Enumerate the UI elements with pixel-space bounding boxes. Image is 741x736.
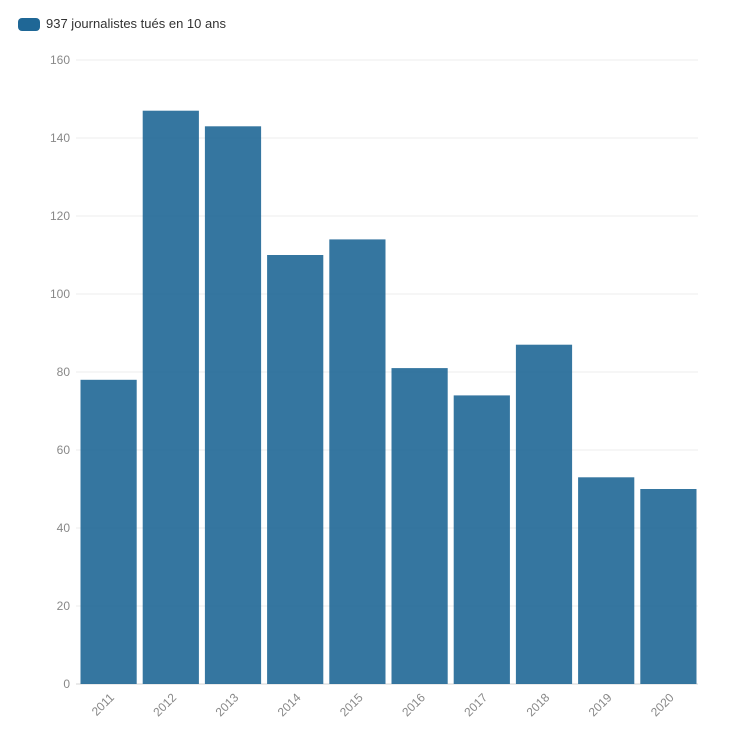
y-tick-label: 40 <box>57 521 71 535</box>
y-tick-label: 160 <box>50 53 70 67</box>
y-axis: 0 20 40 60 80 100 120 140 160 <box>50 53 70 691</box>
x-tick-label: 2015 <box>337 690 366 719</box>
bar-2015[interactable] <box>329 239 386 684</box>
bar-2017[interactable] <box>453 395 510 684</box>
x-tick-label: 2017 <box>461 690 490 719</box>
y-tick-label: 20 <box>57 599 71 613</box>
bars <box>80 110 697 685</box>
x-tick-label: 2019 <box>586 690 615 719</box>
y-tick-label: 100 <box>50 287 70 301</box>
y-tick-label: 0 <box>63 677 70 691</box>
bar-2020[interactable] <box>640 489 697 684</box>
bar-2016[interactable] <box>391 368 448 684</box>
x-tick-label: 2013 <box>213 690 242 719</box>
bar-2019[interactable] <box>578 477 635 684</box>
x-tick-label: 2016 <box>399 690 428 719</box>
bar-2018[interactable] <box>515 344 573 684</box>
bar-2014[interactable] <box>267 255 324 684</box>
bar-2012[interactable] <box>142 110 199 684</box>
bar-2011[interactable] <box>80 379 137 684</box>
y-tick-label: 120 <box>50 209 70 223</box>
x-axis: 2011 2012 2013 2014 2015 2016 2017 2018 2019 2020 <box>89 690 677 719</box>
x-tick-label: 2018 <box>524 690 553 719</box>
y-tick-label: 80 <box>57 365 71 379</box>
x-tick-label: 2020 <box>648 690 677 719</box>
y-tick-label: 140 <box>50 131 70 145</box>
x-tick-label: 2014 <box>275 690 304 719</box>
y-tick-label: 60 <box>57 443 71 457</box>
legend[interactable]: 937 journalistes tués en 10 ans <box>18 14 226 34</box>
x-tick-label: 2011 <box>89 690 117 718</box>
legend-label: 937 journalistes tués en 10 ans <box>46 16 226 31</box>
bar-2013[interactable] <box>204 126 262 685</box>
legend-swatch <box>18 17 40 31</box>
x-tick-label: 2012 <box>150 690 179 719</box>
